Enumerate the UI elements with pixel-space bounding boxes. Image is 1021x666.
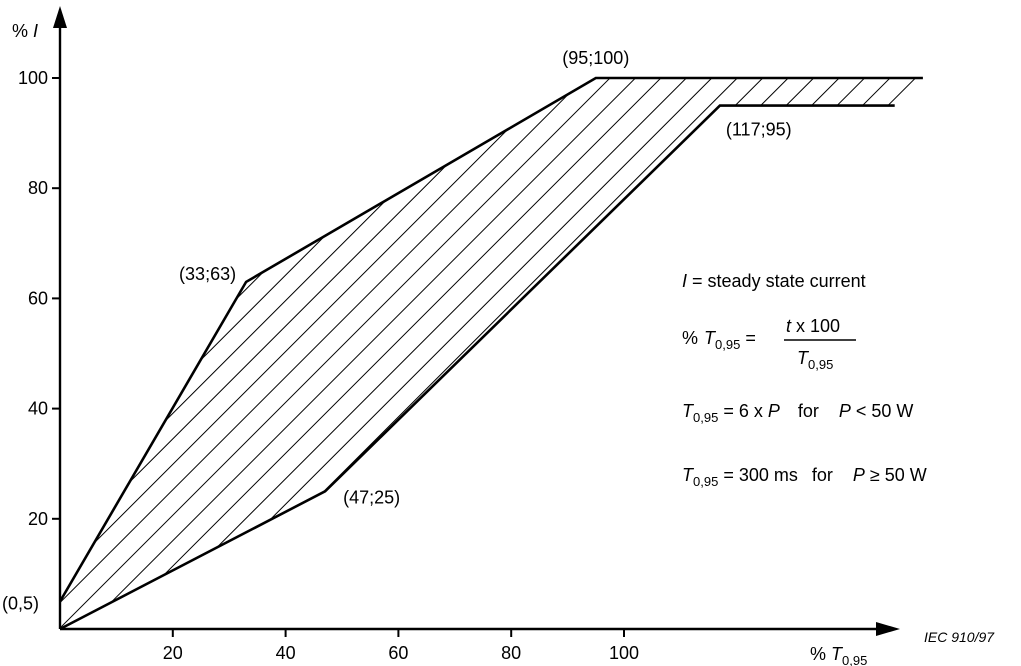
point-annotation-label: (117;95) [726, 120, 792, 140]
legend-line-steady-current: I = steady state current [682, 271, 866, 291]
upper-limit-line [58, 76, 923, 603]
axis-ticks: 20 40 60 80 100 20 40 60 80 100 [18, 68, 639, 663]
legend-fraction-numerator: t x 100 [786, 316, 840, 336]
point-annotation-label: (33;63) [179, 264, 236, 284]
x-tick-label: 100 [609, 643, 639, 663]
y-axis-arrow-icon [53, 6, 67, 28]
hatched-band-area [60, 78, 923, 629]
y-tick-label: 80 [28, 178, 48, 198]
x-tick-label: 40 [276, 643, 296, 663]
x-axis-arrow-icon [876, 622, 900, 636]
legend-line-percent-definition: % T0,95 = [682, 328, 756, 352]
x-tick-label: 20 [163, 643, 183, 663]
y-tick-label: 20 [28, 509, 48, 529]
formula-legend: I = steady state current % T0,95 = t x 10… [682, 271, 927, 489]
x-tick-label: 60 [388, 643, 408, 663]
y-tick-label: 40 [28, 399, 48, 419]
point-annotation-label: (95;100) [562, 48, 629, 68]
y-axis-label: % I [12, 21, 38, 41]
legend-fraction-denominator: T0,95 [797, 348, 833, 372]
source-reference: IEC 910/97 [924, 629, 995, 645]
lower-limit-line [59, 104, 895, 631]
x-axis-label: % T0,95 [810, 644, 867, 666]
x-tick-label: 80 [501, 643, 521, 663]
point-annotation-label: (47;25) [343, 487, 400, 507]
y-tick-label: 60 [28, 288, 48, 308]
y-tick-label: 100 [18, 68, 48, 88]
point-annotation-label: (0,5) [2, 594, 39, 614]
legend-line-high-power: T0,95 = 300 ms for P ≥ 50 W [682, 465, 927, 489]
point-annotations: (0,5) (33;63) (95;100) (47;25) (117;95) [2, 48, 792, 614]
